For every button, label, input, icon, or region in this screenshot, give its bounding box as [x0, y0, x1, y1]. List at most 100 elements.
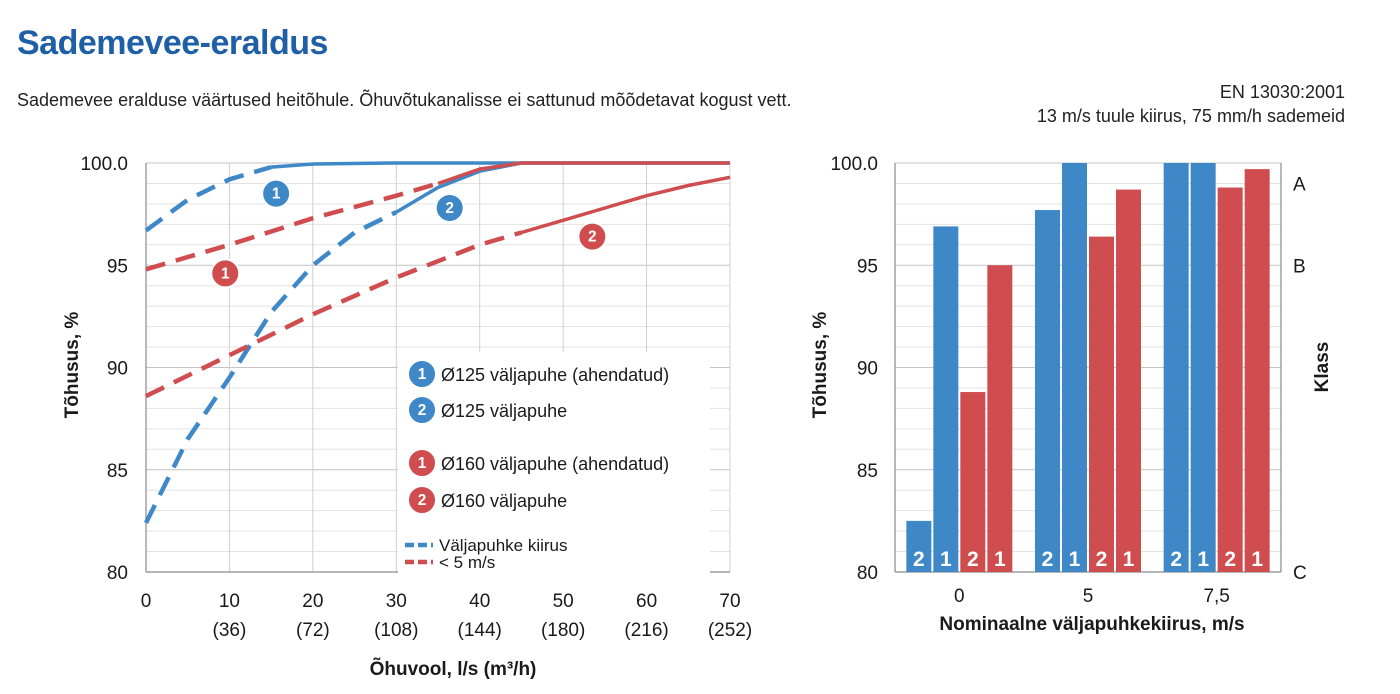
bar-red-2-cat0 [960, 392, 986, 572]
line-xtick-secondary: (144) [458, 620, 502, 641]
legend-marker-number: 2 [418, 492, 427, 509]
bar-marker-label: 1 [940, 548, 952, 571]
legend-label: Ø125 väljapuhe (ahendatud) [441, 365, 669, 385]
legend-label: Ø160 väljapuhe (ahendatud) [441, 454, 669, 474]
line-xtick-label: 10 [219, 591, 240, 612]
legend-label: Ø160 väljapuhe [441, 491, 567, 511]
line-ytick-label: 95 [107, 256, 128, 277]
bar-ytick-label: 85 [857, 461, 878, 482]
line-series-marker-circle [577, 221, 608, 252]
bar-ytick-label: 90 [857, 359, 878, 380]
bar-marker-label: 2 [1042, 548, 1054, 571]
bar-category-label: 5 [1083, 586, 1094, 607]
legend-marker: 1 [407, 359, 437, 389]
legend-background [398, 352, 710, 574]
legend-dash-label: < 5 m/s [439, 553, 495, 572]
line-series-blue-1-dashed [144, 164, 272, 233]
line-series-blue-2-dashed [143, 210, 398, 524]
line-xtick-label: 0 [141, 591, 152, 612]
line-series-marker-circle [210, 258, 241, 289]
legend-marker-circle [407, 359, 437, 389]
bar-red-2-cat1 [1089, 236, 1114, 572]
line-xtick-secondary: (72) [296, 620, 330, 641]
bar-chart-ylabel: Tõhusus, % [810, 312, 831, 419]
bar-chart-ticks: 80 85 90 95 100.0 A B C 0 5 7,5 [830, 154, 1306, 607]
bar-red-1-cat0 [987, 265, 1013, 572]
line-chart-ylabel: Tõhusus, % [62, 312, 83, 419]
line-chart: 1 2 1 2 80 85 90 95 100.0 0 10 (36) 20 (72) 30 (108) 40… [62, 154, 752, 680]
bar-chart-secondary-label: Klass [1312, 342, 1333, 393]
bar-chart-xlabel: Nominaalne väljapuhkekiirus, m/s [939, 614, 1244, 635]
line-series-marker-number: 1 [272, 186, 281, 203]
line-series-marker: 1 [210, 258, 241, 289]
line-series-marker-circle [434, 192, 465, 223]
bar-marker-label: 1 [994, 548, 1006, 571]
bar-marker-label: 1 [1251, 548, 1263, 571]
line-series-red-2-dashed [145, 230, 523, 399]
bar-red-2-cat2 [1217, 187, 1243, 573]
legend-marker-number: 1 [418, 366, 427, 383]
line-xtick-secondary: (36) [213, 620, 247, 641]
legend-marker: 2 [407, 395, 437, 425]
line-series-marker: 2 [577, 221, 608, 252]
bar-chart-grid [894, 162, 1282, 573]
line-xtick-secondary: (180) [541, 620, 585, 641]
legend-marker: 2 [407, 485, 437, 515]
line-chart-ticks: 80 85 90 95 100.0 0 10 (36) 20 (72) 30 (108) 40 (144)… [80, 154, 752, 641]
line-ytick-label: 80 [107, 563, 128, 584]
legend-marker-number: 1 [418, 455, 427, 472]
line-xtick-secondary: (108) [374, 620, 418, 641]
line-series-marker: 2 [434, 192, 465, 223]
line-xtick-label: 40 [469, 591, 490, 612]
line-ytick-label: 90 [107, 359, 128, 380]
legend-marker-number: 2 [418, 402, 427, 419]
bar-class-label: A [1293, 174, 1306, 195]
legend-marker-circle [407, 448, 437, 478]
line-series-marker: 1 [261, 178, 292, 209]
bar-blue-2-cat0 [906, 520, 932, 572]
bar-blue-1-cat2 [1190, 163, 1216, 572]
bar-category-label: 0 [954, 586, 965, 607]
line-series-red-2-solid [520, 175, 731, 235]
line-series-marker-number: 1 [221, 265, 230, 282]
line-chart-xlabel: Õhuvool, l/s (m³/h) [370, 658, 537, 680]
line-series-red-1-dashed [145, 181, 439, 272]
line-chart-series [143, 161, 731, 524]
bar-marker-label: 1 [1069, 548, 1081, 571]
line-xtick-label: 50 [553, 591, 574, 612]
line-xtick-label: 20 [302, 591, 323, 612]
line-ytick-label: 100.0 [80, 154, 128, 175]
legend-marker-circle [407, 485, 437, 515]
line-xtick-secondary: (252) [708, 620, 752, 641]
legend-label: Ø125 väljapuhe [441, 401, 567, 421]
standard-info: EN 13030:2001 13 m/s tuule kiirus, 75 mm… [1037, 80, 1345, 128]
line-series-marker-number: 2 [588, 229, 597, 246]
bar-marker-label: 2 [1170, 548, 1182, 571]
legend-dash-label: Väljapuhke kiirus [439, 536, 568, 555]
bar-blue-1-cat0 [933, 226, 959, 572]
bar-ytick-label: 100.0 [830, 154, 878, 175]
legend-marker: 1 [407, 448, 437, 478]
line-series-marker-circle [261, 178, 292, 209]
bar-marker-label: 2 [1096, 548, 1108, 571]
bar-marker-label: 2 [967, 548, 979, 571]
bar-marker-label: 1 [1123, 548, 1135, 571]
bar-marker-label: 2 [913, 548, 925, 571]
line-ytick-label: 85 [107, 461, 128, 482]
line-series-marker-number: 2 [445, 200, 454, 217]
page-title: Sademevee-eraldus [17, 24, 328, 62]
bar-blue-1-cat1 [1062, 163, 1087, 572]
legend-marker-circle [407, 395, 437, 425]
bar-blue-2-cat2 [1163, 163, 1189, 572]
line-xtick-label: 30 [386, 591, 407, 612]
line-chart-markers: 1 2 1 2 [210, 178, 608, 289]
standard-name: EN 13030:2001 [1219, 82, 1345, 102]
bar-class-label: B [1293, 256, 1306, 277]
bar-class-label: C [1293, 563, 1307, 584]
line-chart-legend: 1 Ø125 väljapuhe (ahendatud) 2 Ø125 väljapu… [398, 352, 710, 574]
line-xtick-label: 60 [636, 591, 657, 612]
bar-marker-label: 2 [1224, 548, 1236, 571]
